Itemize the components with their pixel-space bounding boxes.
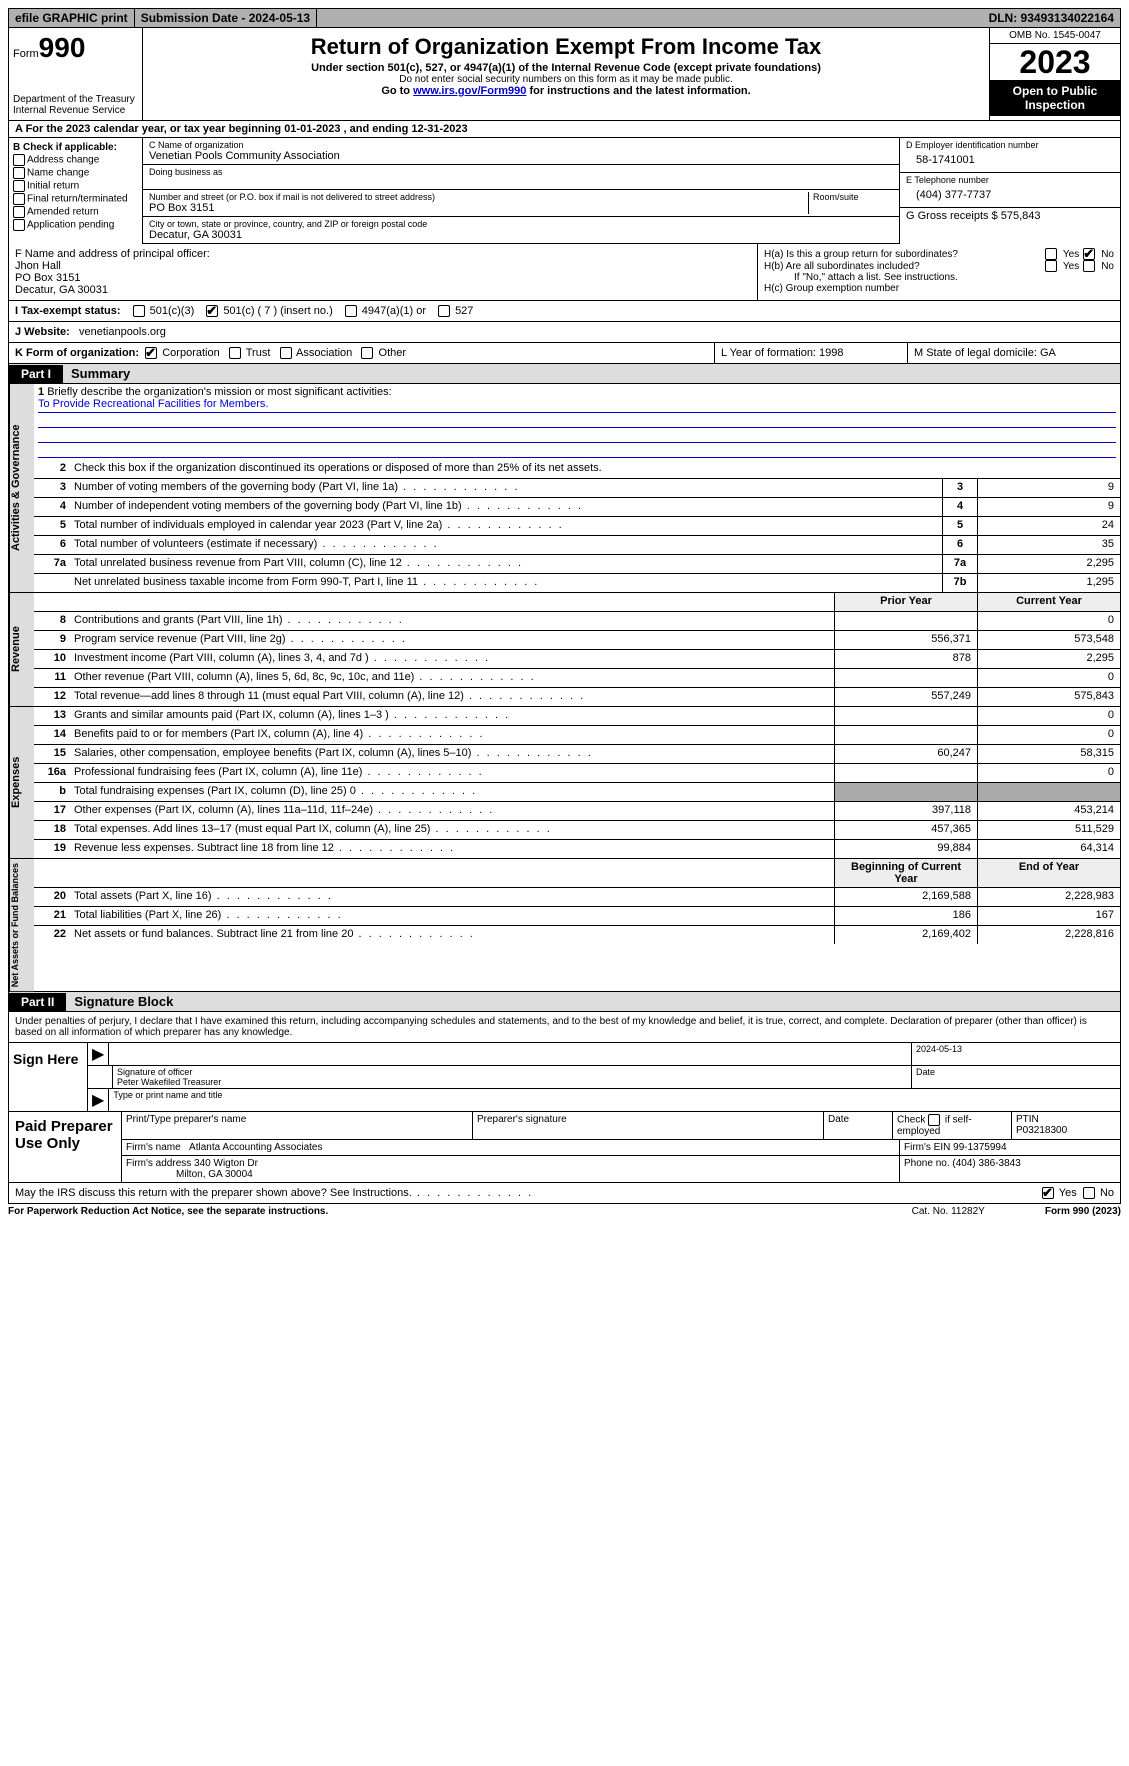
year-formation: L Year of formation: 1998: [714, 343, 907, 363]
officer-hint: F Name and address of principal officer:: [15, 248, 751, 260]
summary-row: 21Total liabilities (Part X, line 26)186…: [34, 907, 1120, 926]
hb-row: H(b) Are all subordinates included? Yes …: [764, 260, 1114, 272]
line2: Check this box if the organization disco…: [70, 460, 1120, 478]
ha-row: H(a) Is this a group return for subordin…: [764, 248, 1114, 260]
ein-value: 58-1741001: [906, 150, 1114, 170]
summary-row: 6Total number of volunteers (estimate if…: [34, 536, 1120, 555]
summary-row: 22Net assets or fund balances. Subtract …: [34, 926, 1120, 944]
summary-row: 19Revenue less expenses. Subtract line 1…: [34, 840, 1120, 858]
expenses-section: Expenses 13Grants and similar amounts pa…: [8, 707, 1121, 859]
phone-value: (404) 377-7737: [906, 185, 1114, 205]
state-domicile: M State of legal domicile: GA: [907, 343, 1120, 363]
gross-receipts-label: G Gross receipts $: [906, 210, 1001, 222]
summary-row: 7aTotal unrelated business revenue from …: [34, 555, 1120, 574]
opt-final-return: Final return/terminated: [13, 193, 138, 205]
netassets-section: Net Assets or Fund Balances Beginning of…: [8, 859, 1121, 992]
open-to-public: Open to Public Inspection: [990, 80, 1120, 116]
sig-of-officer: Signature of officer Peter Wakefiled Tre…: [113, 1066, 912, 1088]
firm-phone: (404) 386-3843: [952, 1158, 1020, 1169]
officer-name: Jhon Hall: [15, 260, 751, 272]
phone-hint: E Telephone number: [906, 175, 1114, 185]
declaration: Under penalties of perjury, I declare th…: [8, 1012, 1121, 1043]
officer-section: F Name and address of principal officer:…: [8, 244, 1121, 301]
irs-link[interactable]: www.irs.gov/Form990: [413, 85, 526, 97]
top-bar: efile GRAPHIC print Submission Date - 20…: [8, 8, 1121, 28]
addr-hint: Number and street (or P.O. box if mail i…: [149, 192, 808, 202]
officer-addr2: Decatur, GA 30031: [15, 284, 751, 296]
opt-amended-return: Amended return: [13, 206, 138, 218]
firm-addr2: Milton, GA 30004: [176, 1169, 253, 1180]
revenue-section: Revenue Prior Year Current Year 8Contrib…: [8, 593, 1121, 707]
org-city: Decatur, GA 30031: [149, 229, 893, 241]
discuss-row: May the IRS discuss this return with the…: [8, 1183, 1121, 1204]
firm-name: Atlanta Accounting Associates: [189, 1142, 322, 1153]
summary-row: 3Number of voting members of the governi…: [34, 479, 1120, 498]
summary-row: 16aProfessional fundraising fees (Part I…: [34, 764, 1120, 783]
firm-ein: 99-1375994: [953, 1142, 1006, 1153]
city-hint: City or town, state or province, country…: [149, 219, 893, 229]
tax-year: 2023: [990, 44, 1120, 80]
org-name: Venetian Pools Community Association: [149, 150, 893, 162]
hb-note: If "No," attach a list. See instructions…: [764, 272, 1114, 283]
hc-row: H(c) Group exemption number: [764, 283, 1114, 294]
form-of-org-row: K Form of organization: Corporation Trus…: [8, 343, 1121, 364]
efile-label: efile GRAPHIC print: [9, 9, 135, 27]
opt-address-change: Address change: [13, 154, 138, 166]
department: Department of the Treasury Internal Reve…: [13, 94, 138, 116]
form-title: Return of Organization Exempt From Incom…: [147, 34, 985, 60]
opt-name-change: Name change: [13, 167, 138, 179]
dba-hint: Doing business as: [149, 167, 893, 177]
page-footer: For Paperwork Reduction Act Notice, see …: [8, 1204, 1121, 1219]
opt-application-pending: Application pending: [13, 219, 138, 231]
summary-row: 17Other expenses (Part IX, column (A), l…: [34, 802, 1120, 821]
part1-header: Part I Summary: [8, 364, 1121, 384]
website-row: J Website: venetianpools.org: [8, 322, 1121, 343]
org-address: PO Box 3151: [149, 202, 808, 214]
preparer-block: Paid Preparer Use Only Print/Type prepar…: [8, 1112, 1121, 1183]
summary-row: 15Salaries, other compensation, employee…: [34, 745, 1120, 764]
mission-text: To Provide Recreational Facilities for M…: [38, 398, 1116, 413]
summary-row: 8Contributions and grants (Part VIII, li…: [34, 612, 1120, 631]
summary-row: bTotal fundraising expenses (Part IX, co…: [34, 783, 1120, 802]
arrow-icon: ▶: [88, 1043, 109, 1065]
dln: DLN: 93493134022164: [983, 9, 1120, 27]
tax-year-line: A For the 2023 calendar year, or tax yea…: [8, 121, 1121, 138]
summary-row: 5Total number of individuals employed in…: [34, 517, 1120, 536]
org-name-hint: C Name of organization: [149, 140, 893, 150]
mission-label: Briefly describe the organization's miss…: [47, 386, 391, 398]
ptin: P03218300: [1016, 1125, 1067, 1136]
officer-addr1: PO Box 3151: [15, 272, 751, 284]
summary-row: 20Total assets (Part X, line 16)2,169,58…: [34, 888, 1120, 907]
summary-row: Net unrelated business taxable income fr…: [34, 574, 1120, 592]
subtitle-3: Go to www.irs.gov/Form990 for instructio…: [147, 85, 985, 97]
ein-hint: D Employer identification number: [906, 140, 1114, 150]
identity-section: B Check if applicable: Address change Na…: [8, 138, 1121, 244]
summary-row: 18Total expenses. Add lines 13–17 (must …: [34, 821, 1120, 840]
subtitle-2: Do not enter social security numbers on …: [147, 74, 985, 85]
summary-row: 14Benefits paid to or for members (Part …: [34, 726, 1120, 745]
form-number: Form990: [13, 32, 138, 64]
summary-row: 10Investment income (Part VIII, column (…: [34, 650, 1120, 669]
summary-row: 13Grants and similar amounts paid (Part …: [34, 707, 1120, 726]
arrow-icon: ▶: [88, 1089, 109, 1111]
omb-number: OMB No. 1545-0047: [990, 28, 1120, 44]
tax-status-row: I Tax-exempt status: 501(c)(3) 501(c) ( …: [8, 301, 1121, 322]
summary-row: 9Program service revenue (Part VIII, lin…: [34, 631, 1120, 650]
opt-initial-return: Initial return: [13, 180, 138, 192]
form-header: Form990 Department of the Treasury Inter…: [8, 28, 1121, 121]
gross-receipts-value: 575,843: [1001, 210, 1041, 222]
website-value: venetianpools.org: [79, 326, 166, 338]
sign-here-block: Sign Here ▶ 2024-05-13 Signature of offi…: [8, 1043, 1121, 1112]
summary-row: 11Other revenue (Part VIII, column (A), …: [34, 669, 1120, 688]
summary-row: 12Total revenue—add lines 8 through 11 (…: [34, 688, 1120, 706]
summary-row: 4Number of independent voting members of…: [34, 498, 1120, 517]
room-hint: Room/suite: [813, 192, 893, 202]
part2-header: Part II Signature Block: [8, 992, 1121, 1012]
box-b-label: B Check if applicable:: [13, 142, 138, 153]
submission-date: Submission Date - 2024-05-13: [135, 9, 317, 27]
sign-date: 2024-05-13: [912, 1043, 1120, 1065]
activities-section: Activities & Governance 1 Briefly descri…: [8, 384, 1121, 593]
firm-addr1: 340 Wigton Dr: [194, 1158, 258, 1169]
subtitle-1: Under section 501(c), 527, or 4947(a)(1)…: [147, 62, 985, 74]
